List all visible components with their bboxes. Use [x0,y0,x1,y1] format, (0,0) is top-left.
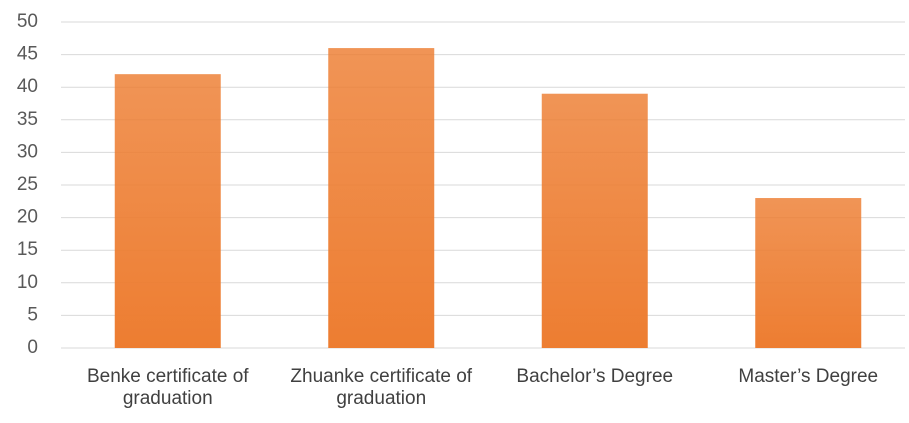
y-tick-label: 25 [17,174,38,195]
x-tick-label: Zhuanke certificate of graduation [290,366,473,409]
y-tick-label: 5 [27,304,38,325]
x-tick-label: Benke certificate of graduation [86,366,249,409]
y-tick-label: 20 [17,207,38,228]
y-tick-label: 35 [17,109,38,130]
y-tick-label: 15 [17,239,38,260]
y-tick-label: 45 [17,44,38,65]
x-tick-label: Master’s Degree [738,366,879,387]
bar [328,48,435,349]
x-tick-label: Bachelor’s Degree [516,366,674,387]
y-tick-label: 0 [27,337,38,358]
bar [755,198,862,348]
y-tick-label: 30 [17,141,38,162]
y-tick-label: 50 [17,11,38,32]
bar [114,74,221,348]
y-tick-label: 10 [17,272,38,293]
bar [541,93,648,348]
y-tick-label: 40 [17,76,38,97]
